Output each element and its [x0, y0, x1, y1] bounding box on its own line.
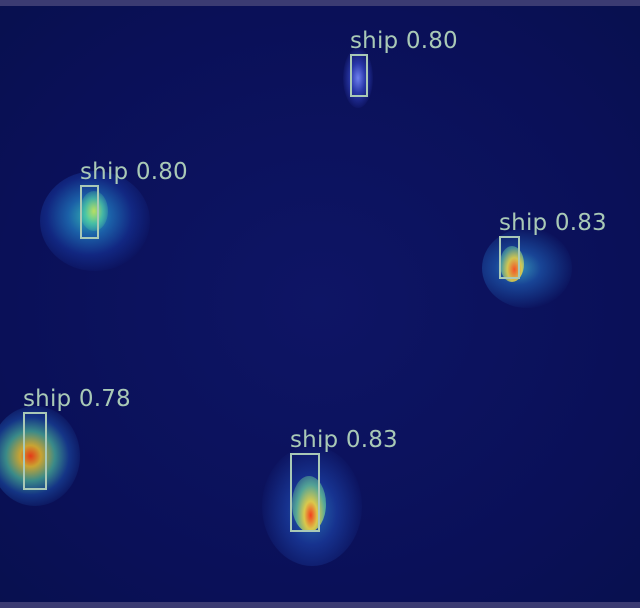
detection-box [80, 185, 99, 239]
detection-score: 0.83 [345, 427, 398, 453]
detection-box [290, 453, 320, 532]
detection-class: ship [499, 210, 548, 236]
detection-score: 0.80 [135, 159, 188, 185]
detection-label: ship 0.78 [23, 388, 131, 411]
bottom-frame-border [0, 602, 640, 608]
detection-label: ship 0.80 [350, 30, 458, 53]
detection-label: ship 0.83 [499, 212, 607, 235]
heatmap-image [0, 6, 640, 602]
detection-score: 0.80 [405, 28, 458, 54]
detection-class: ship [290, 427, 339, 453]
detection-class: ship [80, 159, 129, 185]
detection-label: ship 0.80 [80, 161, 188, 184]
detection-box [499, 236, 520, 279]
detection-class: ship [350, 28, 399, 54]
detection-box [23, 412, 47, 490]
detection-box [350, 54, 368, 97]
heat-blob [482, 228, 572, 308]
detection-label: ship 0.83 [290, 429, 398, 452]
top-frame-border [0, 0, 640, 6]
detection-class: ship [23, 386, 72, 412]
detection-score: 0.78 [78, 386, 131, 412]
detection-score: 0.83 [554, 210, 607, 236]
